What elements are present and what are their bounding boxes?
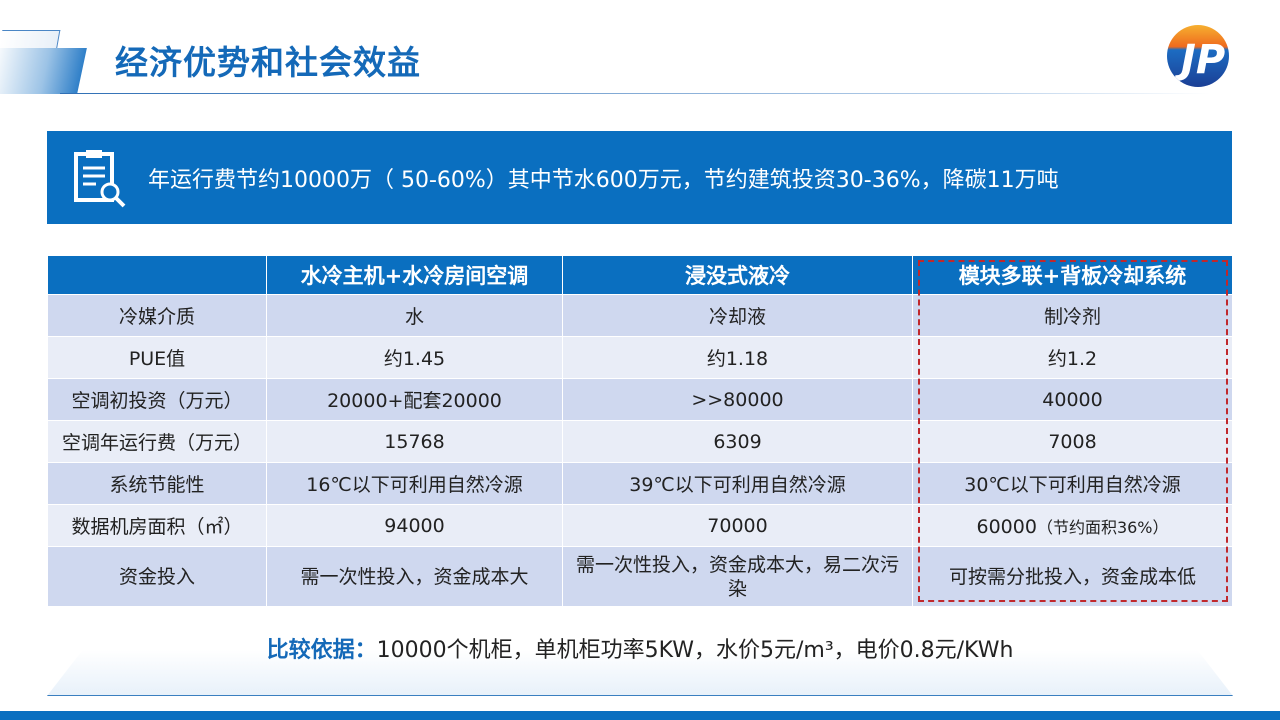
table-cell: 约1.18 (562, 336, 913, 379)
table-cell: 冷媒介质 (47, 294, 267, 337)
table-row: 空调初投资（万元） 20000+配套20000 >>80000 40000 (47, 378, 1233, 421)
table-cell: 7008 (912, 420, 1233, 463)
table-cell: 40000 (912, 378, 1233, 421)
table-cell: 需一次性投入，资金成本大，易二次污染 (562, 546, 913, 607)
area-value: 60000 (976, 515, 1037, 538)
table-header-row: 水冷主机+水冷房间空调 浸没式液冷 模块多联+背板冷却系统 (47, 255, 1233, 295)
table-cell: >>80000 (562, 378, 913, 421)
table-cell: 16℃以下可利用自然冷源 (266, 462, 563, 505)
table-row: 空调年运行费（万元） 15768 6309 7008 (47, 420, 1233, 463)
page-title: 经济优势和社会效益 (115, 43, 421, 82)
table-cell: 数据机房面积（㎡） (47, 504, 267, 547)
company-logo: JP (1167, 25, 1229, 87)
table-cell: 70000 (562, 504, 913, 547)
table-cell: 20000+配套20000 (266, 378, 563, 421)
table-row: 系统节能性 16℃以下可利用自然冷源 39℃以下可利用自然冷源 30℃以下可利用自然冷… (47, 462, 1233, 505)
footer-bar (0, 711, 1280, 720)
column-header (47, 255, 267, 295)
summary-banner: 年运行费节约10000万（ 50-60%）其中节水600万元，节约建筑投资30-… (47, 131, 1232, 224)
table-cell: 冷却液 (562, 294, 913, 337)
column-header: 模块多联+背板冷却系统 (912, 255, 1233, 295)
table-row: 冷媒介质水冷却液 制冷剂 (47, 294, 1233, 337)
table-cell: PUE值 (47, 336, 267, 379)
table-cell: 94000 (266, 504, 563, 547)
table-row: 资金投入 需一次性投入，资金成本大 需一次性投入，资金成本大，易二次污染 可按需分批投… (47, 546, 1233, 607)
table-cell: 6309 (562, 420, 913, 463)
table-cell: 30℃以下可利用自然冷源 (912, 462, 1233, 505)
table-cell: 约1.45 (266, 336, 563, 379)
table-cell: 约1.2 (912, 336, 1233, 379)
table-cell: 39℃以下可利用自然冷源 (562, 462, 913, 505)
comparison-table: 水冷主机+水冷房间空调 浸没式液冷 模块多联+背板冷却系统 冷媒介质水冷却液 制冷… (47, 255, 1233, 607)
table-cell: 需一次性投入，资金成本大 (266, 546, 563, 607)
table-cell: 制冷剂 (912, 294, 1233, 337)
report-search-icon (72, 148, 128, 208)
table-cell: 15768 (266, 420, 563, 463)
column-header: 浸没式液冷 (562, 255, 913, 295)
table-cell: 资金投入 (47, 546, 267, 607)
table-cell: 60000（节约面积36%） (912, 504, 1233, 547)
summary-text: 年运行费节约10000万（ 50-60%）其中节水600万元，节约建筑投资30-… (148, 167, 1059, 193)
basis-tray (47, 650, 1233, 696)
table-cell: 可按需分批投入，资金成本低 (912, 546, 1233, 607)
table-cell: 系统节能性 (47, 462, 267, 505)
header-divider (60, 93, 1210, 94)
table-row: PUE值 约1.45 约1.18 约1.2 (47, 336, 1233, 379)
comparison-basis: 比较依据：10000个机柜，单机柜功率5KW，水价5元/m³，电价0.8元/KW… (0, 632, 1280, 664)
basis-label: 比较依据： (266, 638, 377, 663)
table-cell: 空调初投资（万元） (47, 378, 267, 421)
column-header: 水冷主机+水冷房间空调 (266, 255, 563, 295)
table-row: 数据机房面积（㎡） 94000 70000 60000（节约面积36%） (47, 504, 1233, 547)
table-cell: 空调年运行费（万元） (47, 420, 267, 463)
header-decoration (0, 48, 87, 94)
basis-text: 10000个机柜，单机柜功率5KW，水价5元/m³，电价0.8元/KWh (376, 638, 1014, 663)
table-cell: 水 (266, 294, 563, 337)
area-note: （节约面积36%） (1036, 517, 1169, 537)
